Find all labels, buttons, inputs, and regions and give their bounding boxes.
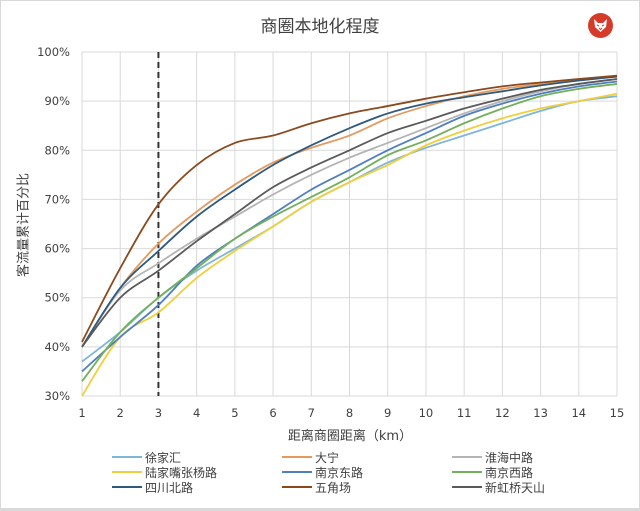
x-tick-label: 10 xyxy=(419,406,434,420)
y-tick-label: 40% xyxy=(44,340,70,354)
x-tick-label: 14 xyxy=(571,406,586,420)
x-tick-label: 9 xyxy=(384,406,391,420)
y-tick-label: 90% xyxy=(44,94,70,108)
y-tick-label: 70% xyxy=(44,192,70,206)
line-chart: 30%40%50%60%70%80%90%100% 1 2 3 4 5 6 7 8 9 10 11 1… xyxy=(37,45,624,420)
legend-item: 四川北路 xyxy=(112,479,193,495)
y-tick-label: 100% xyxy=(37,45,70,59)
gridlines xyxy=(81,51,618,397)
legend-label: 陆家嘴张杨路 xyxy=(145,465,218,480)
legend-label: 四川北路 xyxy=(145,480,194,495)
legend-item: 新虹桥天山 xyxy=(452,479,545,495)
legend-item: 陆家嘴张杨路 xyxy=(112,464,217,480)
y-tick-label: 80% xyxy=(44,143,70,157)
x-tick-label: 13 xyxy=(533,406,548,420)
x-axis-label: 距离商圈距离（km） xyxy=(287,429,413,444)
bottom-border xyxy=(0,508,640,511)
x-tick-label: 11 xyxy=(457,406,472,420)
x-tick-label: 7 xyxy=(308,406,315,420)
legend-swatch xyxy=(282,486,312,488)
x-tick-label: 8 xyxy=(346,406,353,420)
legend-swatch xyxy=(452,471,482,473)
series-line xyxy=(81,74,618,343)
legend-swatch xyxy=(112,486,142,488)
y-tick-label: 50% xyxy=(44,291,70,305)
series-line xyxy=(81,78,618,348)
legend-swatch xyxy=(452,486,482,488)
legend-label: 淮海中路 xyxy=(485,450,534,465)
legend-swatch xyxy=(282,456,312,458)
x-tick-label: 5 xyxy=(231,406,238,420)
legend-label: 大宁 xyxy=(315,450,340,465)
y-axis-label: 客流量累计百分比 xyxy=(16,172,32,278)
legend-label: 徐家汇 xyxy=(145,450,182,465)
legend-swatch xyxy=(282,471,312,473)
x-tick-label: 15 xyxy=(610,406,625,420)
legend-swatch xyxy=(112,471,142,473)
series-line xyxy=(81,75,618,348)
legend-label: 新虹桥天山 xyxy=(485,480,546,495)
legend-item: 五角场 xyxy=(282,479,351,495)
series-line xyxy=(81,92,618,397)
legend-item: 南京东路 xyxy=(282,464,363,480)
series-line xyxy=(81,75,618,348)
chart-title: 商圈本地化程度 xyxy=(260,17,380,37)
x-tick-label: 2 xyxy=(117,406,124,420)
legend-item: 南京西路 xyxy=(452,464,533,480)
legend-swatch xyxy=(112,456,142,458)
y-axis-ticks: 30% 40% 50% 60% 70% 80% 90% 100% xyxy=(37,45,70,403)
y-tick-label: 30% xyxy=(44,389,70,403)
legend-item: 大宁 xyxy=(282,449,339,465)
x-tick-label: 1 xyxy=(78,406,85,420)
legend-swatch xyxy=(452,456,482,458)
fox-logo-icon xyxy=(588,13,613,38)
legend-item: 徐家汇 xyxy=(112,449,181,465)
legend-label: 五角场 xyxy=(315,480,352,495)
legend-item: 淮海中路 xyxy=(452,449,533,465)
y-tick-label: 60% xyxy=(44,242,70,256)
x-tick-label: 12 xyxy=(495,406,510,420)
series-line xyxy=(81,78,618,348)
x-axis-ticks: 1 2 3 4 5 6 7 8 9 10 11 12 13 14 15 xyxy=(78,406,624,420)
x-tick-label: 6 xyxy=(269,406,276,420)
x-tick-label: 3 xyxy=(155,406,162,420)
series-lines xyxy=(81,74,618,397)
series-line xyxy=(81,83,618,382)
legend-label: 南京东路 xyxy=(315,465,364,480)
x-tick-label: 4 xyxy=(193,406,200,420)
legend-label: 南京西路 xyxy=(485,465,534,480)
series-line xyxy=(81,80,618,373)
